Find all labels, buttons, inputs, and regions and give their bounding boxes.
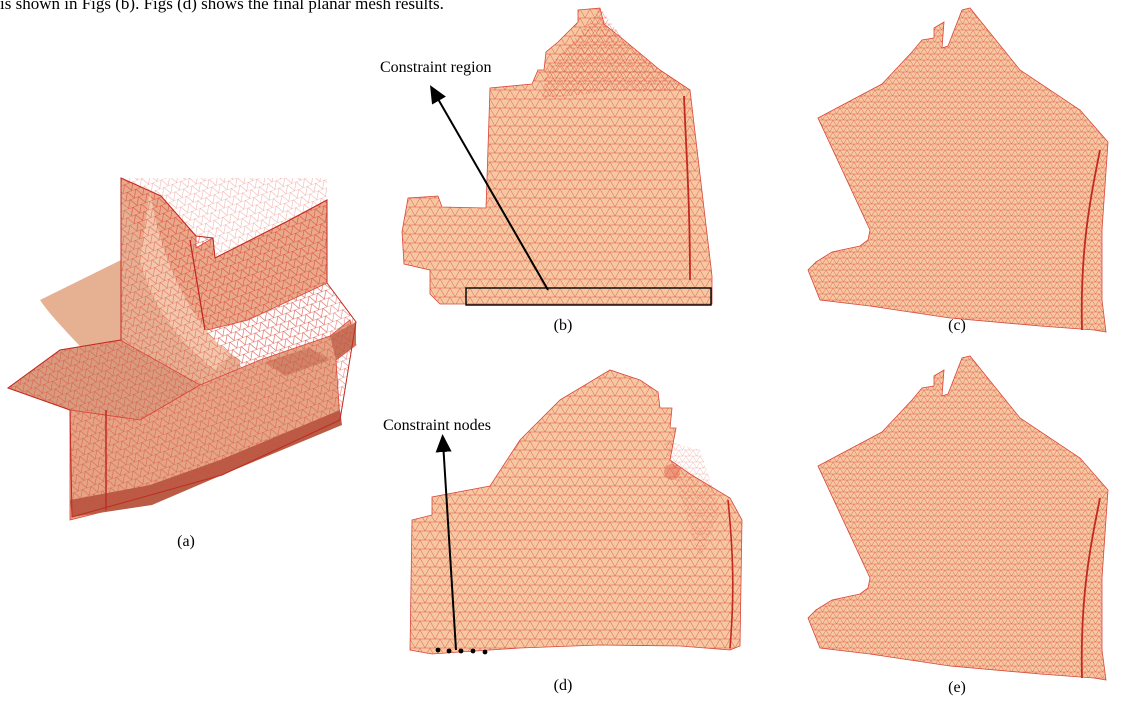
constraint-region-label: Constraint region bbox=[380, 59, 492, 76]
panel-d-flat-mesh bbox=[409, 369, 743, 655]
constraint-node bbox=[470, 648, 476, 654]
panel-a-mesh-3d bbox=[6, 177, 357, 521]
panel-b-flat-mesh bbox=[401, 7, 713, 305]
panel-d-seam bbox=[727, 499, 734, 649]
panel-b-seam bbox=[683, 95, 691, 281]
panel-c-seam bbox=[1080, 149, 1101, 331]
constraint-nodes-annotation: Constraint nodes bbox=[383, 417, 491, 655]
caption-e: (e) bbox=[948, 679, 966, 696]
panel-c-flat-mesh bbox=[807, 7, 1109, 333]
truncated-header-text: is shown in Figs (b). Figs (d) shows the… bbox=[0, 0, 444, 13]
constraint-nodes-arrow bbox=[435, 434, 457, 651]
caption-b: (b) bbox=[554, 317, 573, 334]
constraint-node bbox=[446, 648, 452, 654]
caption-a: (a) bbox=[177, 533, 195, 550]
constraint-node bbox=[458, 648, 464, 654]
caption-c: (c) bbox=[948, 317, 966, 334]
caption-d: (d) bbox=[554, 677, 573, 694]
constraint-region-arrow bbox=[430, 85, 549, 291]
constraint-nodes-label: Constraint nodes bbox=[383, 417, 491, 434]
constraint-region-box bbox=[465, 287, 712, 306]
constraint-node bbox=[435, 647, 441, 653]
panel-e-flat-mesh bbox=[807, 355, 1109, 681]
constraint-node bbox=[482, 649, 488, 655]
panel-e-seam bbox=[1080, 497, 1101, 679]
constraint-region-annotation: Constraint region bbox=[380, 59, 712, 306]
